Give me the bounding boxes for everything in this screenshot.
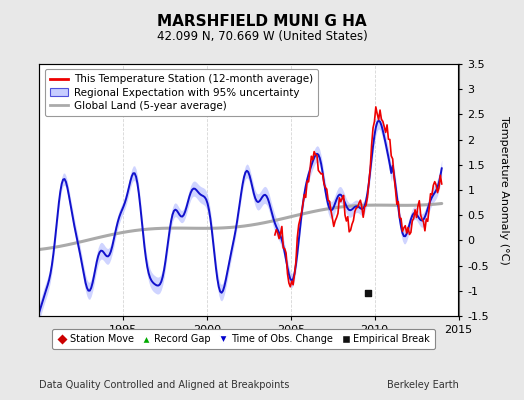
Y-axis label: Temperature Anomaly (°C): Temperature Anomaly (°C) (499, 116, 509, 264)
Text: MARSHFIELD MUNI G HA: MARSHFIELD MUNI G HA (157, 14, 367, 29)
Text: Data Quality Controlled and Aligned at Breakpoints: Data Quality Controlled and Aligned at B… (39, 380, 290, 390)
Text: Berkeley Earth: Berkeley Earth (387, 380, 458, 390)
Legend: Station Move, Record Gap, Time of Obs. Change, Empirical Break: Station Move, Record Gap, Time of Obs. C… (52, 330, 435, 349)
Point (364, 290, 372, 296)
Text: 42.099 N, 70.669 W (United States): 42.099 N, 70.669 W (United States) (157, 30, 367, 43)
Legend: This Temperature Station (12-month average), Regional Expectation with 95% uncer: This Temperature Station (12-month avera… (45, 69, 318, 116)
